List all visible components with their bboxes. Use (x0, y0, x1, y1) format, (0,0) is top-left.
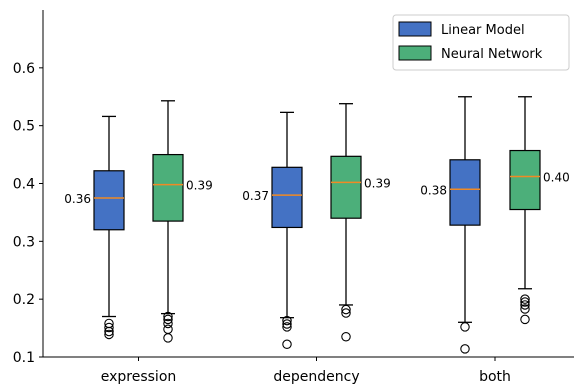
y-tick-label: 0.5 (13, 119, 35, 135)
y-tick-label: 0.4 (13, 177, 35, 193)
outlier-point (341, 308, 351, 318)
plot-area: 0.1 0.2 0.3 0.4 0.5 0.6 expression dependency bo… (13, 10, 574, 385)
outlier-point (520, 294, 530, 304)
data-label: 0.36 (64, 192, 91, 206)
outlier-point (520, 297, 530, 307)
data-label: 0.40 (543, 171, 570, 185)
outlier-point (520, 314, 530, 325)
outlier-point (104, 326, 114, 337)
outlier-point (282, 339, 292, 350)
legend-label-neural-network: Neural Network (441, 47, 543, 62)
y-tick-label: 0.3 (13, 234, 35, 250)
box (152, 153, 184, 222)
data-label: 0.39 (364, 176, 391, 190)
outlier-point (282, 322, 292, 332)
legend-swatch-neural-network (398, 45, 432, 61)
outlier-point (460, 344, 470, 354)
legend-swatch-linear-model (398, 21, 432, 37)
outlier-point (341, 332, 351, 342)
outlier-point (163, 333, 173, 343)
box (93, 170, 125, 231)
x-tick-label: dependency (273, 369, 359, 385)
outlier-point (104, 329, 114, 340)
outlier-point (520, 304, 530, 314)
legend-label-linear-model: Linear Model (441, 23, 525, 38)
box (271, 166, 303, 229)
y-tick-label: 0.2 (13, 292, 35, 308)
y-tick-label: 0.1 (13, 350, 35, 366)
data-label: 0.39 (186, 179, 213, 193)
box (449, 159, 481, 226)
outlier-point (163, 311, 173, 322)
y-tick-label: 0.6 (13, 61, 35, 77)
outlier-point (282, 319, 292, 329)
box (509, 149, 541, 211)
legend: Linear Model Neural Network (392, 14, 570, 71)
data-label: 0.38 (420, 183, 447, 197)
x-tick-label: expression (101, 369, 177, 385)
outlier-point (163, 318, 173, 329)
outlier-point (341, 304, 351, 315)
box (330, 155, 362, 219)
outlier-point (163, 324, 173, 334)
outlier-point (282, 315, 292, 326)
outlier-point (520, 300, 530, 310)
outlier-point (163, 314, 173, 325)
outlier-point (104, 322, 114, 333)
outlier-point (460, 322, 470, 332)
data-label: 0.37 (242, 189, 269, 203)
x-tick-label: both (479, 369, 511, 385)
legend-frame (392, 14, 570, 71)
